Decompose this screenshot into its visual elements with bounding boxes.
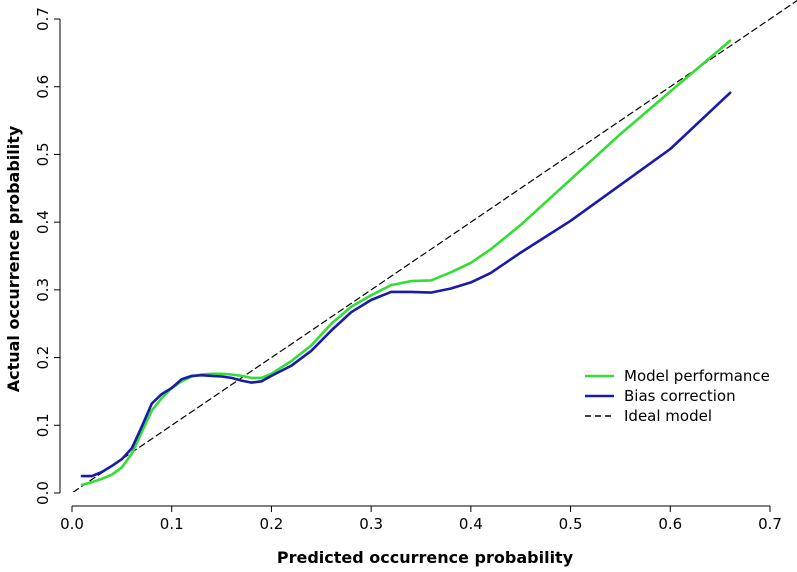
x-tick-label: 0.4 [459, 515, 483, 533]
series-line-bias-correction [80, 91, 732, 478]
x-tick-label: 0.2 [259, 515, 283, 533]
y-tick-label: 0.7 [34, 7, 52, 31]
x-tick-label: 0.7 [758, 515, 782, 533]
y-tick-label: 0.5 [34, 142, 52, 166]
x-tick-label: 0.6 [658, 515, 682, 533]
y-axis-title: Actual occurrence probability [4, 125, 23, 392]
y-tick-label: 0.2 [34, 346, 52, 370]
x-tick-label: 0.1 [160, 515, 184, 533]
axes-layer: 0.0 0.1 0.2 0.3 0.4 0.5 0.6 0.7 0.0 0.1 0.2 0.3 0.4 0… [34, 7, 782, 533]
x-tick-label: 0.5 [559, 515, 583, 533]
legend-label-ideal-model: Ideal model [624, 407, 712, 425]
series-line-model-performance [80, 39, 732, 487]
series-layer [80, 39, 732, 487]
y-tick-label: 0.1 [34, 413, 52, 437]
x-tick-label: 0.0 [60, 515, 84, 533]
legend-label-bias-correction: Bias correction [624, 387, 736, 405]
x-axis-title: Predicted occurrence probability [277, 548, 574, 567]
y-tick-label: 0.6 [34, 75, 52, 99]
series-line-ideal-model [72, 0, 797, 492]
legend-label-model-performance: Model performance [624, 367, 770, 385]
ideal-layer [72, 0, 797, 492]
legend: Model performance Bias correction Ideal … [585, 367, 770, 425]
x-tick-label: 0.3 [359, 515, 383, 533]
y-tick-label: 0.0 [34, 481, 52, 505]
y-tick-label: 0.3 [34, 278, 52, 302]
y-tick-label: 0.4 [34, 210, 52, 234]
